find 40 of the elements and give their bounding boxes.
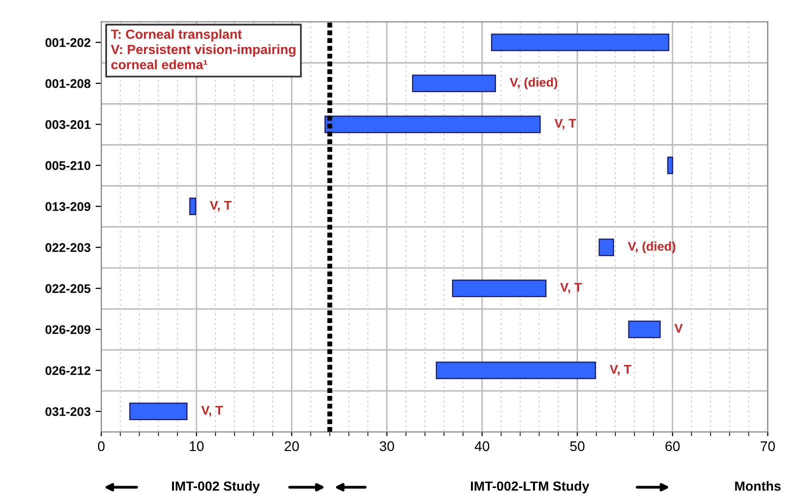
data-label: V, T [610, 365, 632, 376]
data-label: V, T [201, 406, 223, 417]
x-tick-label: 70 [760, 441, 775, 452]
bar [412, 74, 496, 92]
y-tick-label: 022-203 [45, 243, 90, 252]
bar [324, 116, 541, 134]
data-label: V, T [210, 201, 232, 212]
data-label: V [674, 324, 683, 333]
y-tick-label: 013-209 [45, 202, 90, 212]
bar [667, 156, 674, 174]
bar [129, 402, 188, 420]
x-tick-label: 30 [380, 441, 394, 452]
data-label: V, (died) [628, 242, 676, 254]
y-tick-label: 003-201 [45, 120, 91, 130]
data-label: V, T [554, 119, 576, 130]
x-axis-title: Months [735, 481, 781, 491]
x-tick-label: 50 [570, 441, 584, 452]
x-tick-label: 60 [666, 441, 680, 452]
y-tick-label: 001-208 [45, 79, 90, 88]
bar [598, 238, 614, 256]
y-tick-label: 031-203 [45, 407, 90, 416]
data-label: V, T [560, 283, 582, 294]
y-tick-label: 005-210 [45, 161, 90, 170]
y-tick-label: 026-212 [45, 366, 90, 376]
annotation: T: Corneal transplant V: Persistent vision-impairing corneal edema¹ [110, 29, 296, 70]
x-tick-label: 0 [98, 441, 105, 452]
bar [452, 280, 546, 298]
data-label: V, (died) [510, 78, 558, 90]
y-tick-label: 026-209 [45, 325, 90, 334]
x-tick-label: 10 [190, 441, 204, 452]
bar [628, 320, 661, 338]
text: IMT-002 Study [172, 481, 260, 494]
y-tick-label: 022-205 [45, 284, 91, 294]
x-tick-label: 20 [284, 441, 299, 452]
bar [491, 34, 670, 52]
x-tick-label: 40 [474, 441, 490, 452]
bar [436, 362, 596, 380]
y-tick-label: 001-202 [45, 38, 90, 48]
text: IMT-002-LTM Study [470, 481, 590, 494]
bar [189, 198, 196, 216]
